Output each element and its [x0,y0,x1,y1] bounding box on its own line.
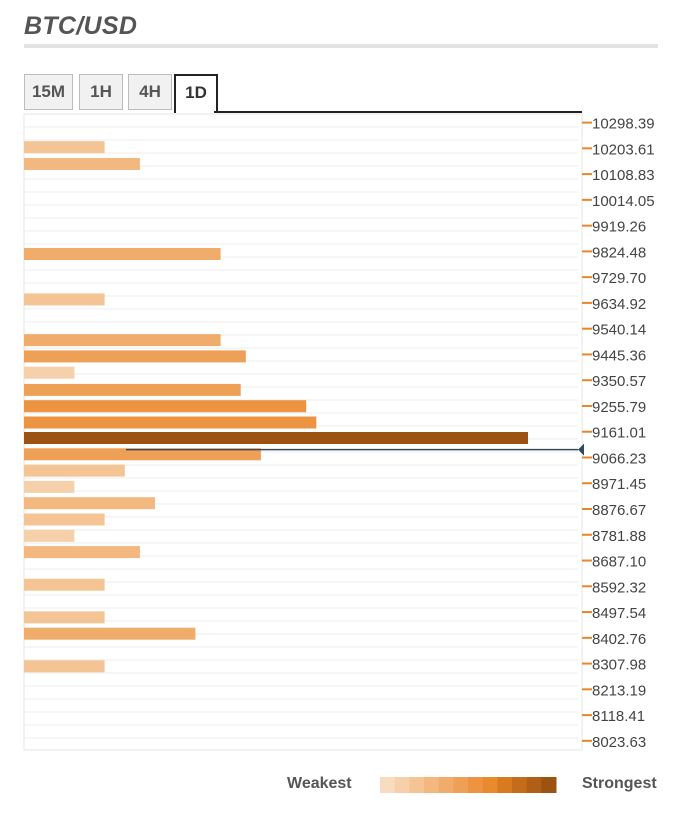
current-price-group [126,443,584,456]
price-tick-label: 9350.57 [592,373,646,390]
price-tick-label: 8118.41 [592,708,645,725]
price-tick-label: 8592.32 [592,579,646,596]
confluence-bar [24,158,140,170]
price-tick-label: 9255.79 [592,399,646,416]
legend-weakest-label: Weakest [287,775,352,792]
confluence-bar [24,611,105,624]
legend-swatch [453,777,469,793]
confluence-bar [24,660,105,673]
legend-swatch [526,777,542,793]
page-title: BTC/USD [24,12,138,40]
confluence-bar [24,464,125,477]
confluence-bar [24,416,317,429]
price-tick-label: 10108.83 [592,167,655,184]
legend-swatch [512,777,528,793]
price-tick-label: 9540.14 [592,322,646,339]
confluence-bar [24,432,528,444]
legend-swatch [409,777,425,793]
confluence-bar [24,350,246,363]
legend-swatch [380,777,396,793]
title-divider [24,44,658,48]
price-tick-label: 8876.67 [592,502,646,519]
price-tick-label: 9729.70 [592,270,646,287]
price-tick-label: 8402.76 [592,631,646,648]
tab-1d[interactable]: 1D [174,74,218,113]
price-tick-label: 8497.54 [592,605,646,622]
price-tick-label: 9066.23 [592,450,646,467]
confluence-bar [24,334,221,347]
current-price-marker [578,443,584,456]
price-tick-label: 8687.10 [592,554,646,571]
confluence-bar [24,480,75,493]
price-tick-label: 8023.63 [592,734,646,751]
confluence-bar [24,141,105,154]
price-tick-label: 8213.19 [592,682,646,699]
confluence-bar [24,400,307,413]
confluence-bar [24,578,105,591]
confluence-bar [24,293,105,306]
legend-swatch [424,777,440,793]
legend-swatch [482,777,498,793]
confluence-bar [24,546,140,559]
price-tick-label: 10014.05 [592,193,655,210]
confluence-bar [24,529,75,542]
price-tick-label: 9824.48 [592,244,646,261]
price-tick-label: 8971.45 [592,476,646,493]
price-tick-label: 9445.36 [592,347,646,364]
confluence-bar [24,383,241,396]
price-tick-label: 10203.61 [592,141,655,158]
price-tick-label: 9161.01 [592,425,646,442]
price-axis: 10298.39 10203.61 10108.83 10014.05 9919.26 9… [582,116,655,751]
tabs-baseline [214,111,582,113]
legend-swatch [468,777,484,793]
price-tick-label: 8307.98 [592,657,646,674]
price-tick-label: 9634.92 [592,296,646,313]
legend-swatch [394,777,410,793]
tab-1h[interactable]: 1H [79,74,123,110]
legend-swatch [541,777,557,793]
legend-swatch [497,777,513,793]
confluence-bar [24,627,196,640]
bars-group [24,141,528,673]
confluence-bar [24,366,75,379]
confluence-bar [24,497,155,510]
confluence-bar [24,248,221,260]
confluence-bar [24,513,105,526]
legend-strongest-label: Strongest [582,775,657,792]
price-tick-label: 9919.26 [592,219,646,236]
tab-15m[interactable]: 15M [24,74,73,110]
legend-scale [380,777,557,793]
price-tick-label: 10298.39 [592,116,655,133]
legend-swatch [438,777,454,793]
tab-4h[interactable]: 4H [128,74,172,110]
confluence-bar [24,448,261,461]
price-tick-label: 8781.88 [592,528,646,545]
